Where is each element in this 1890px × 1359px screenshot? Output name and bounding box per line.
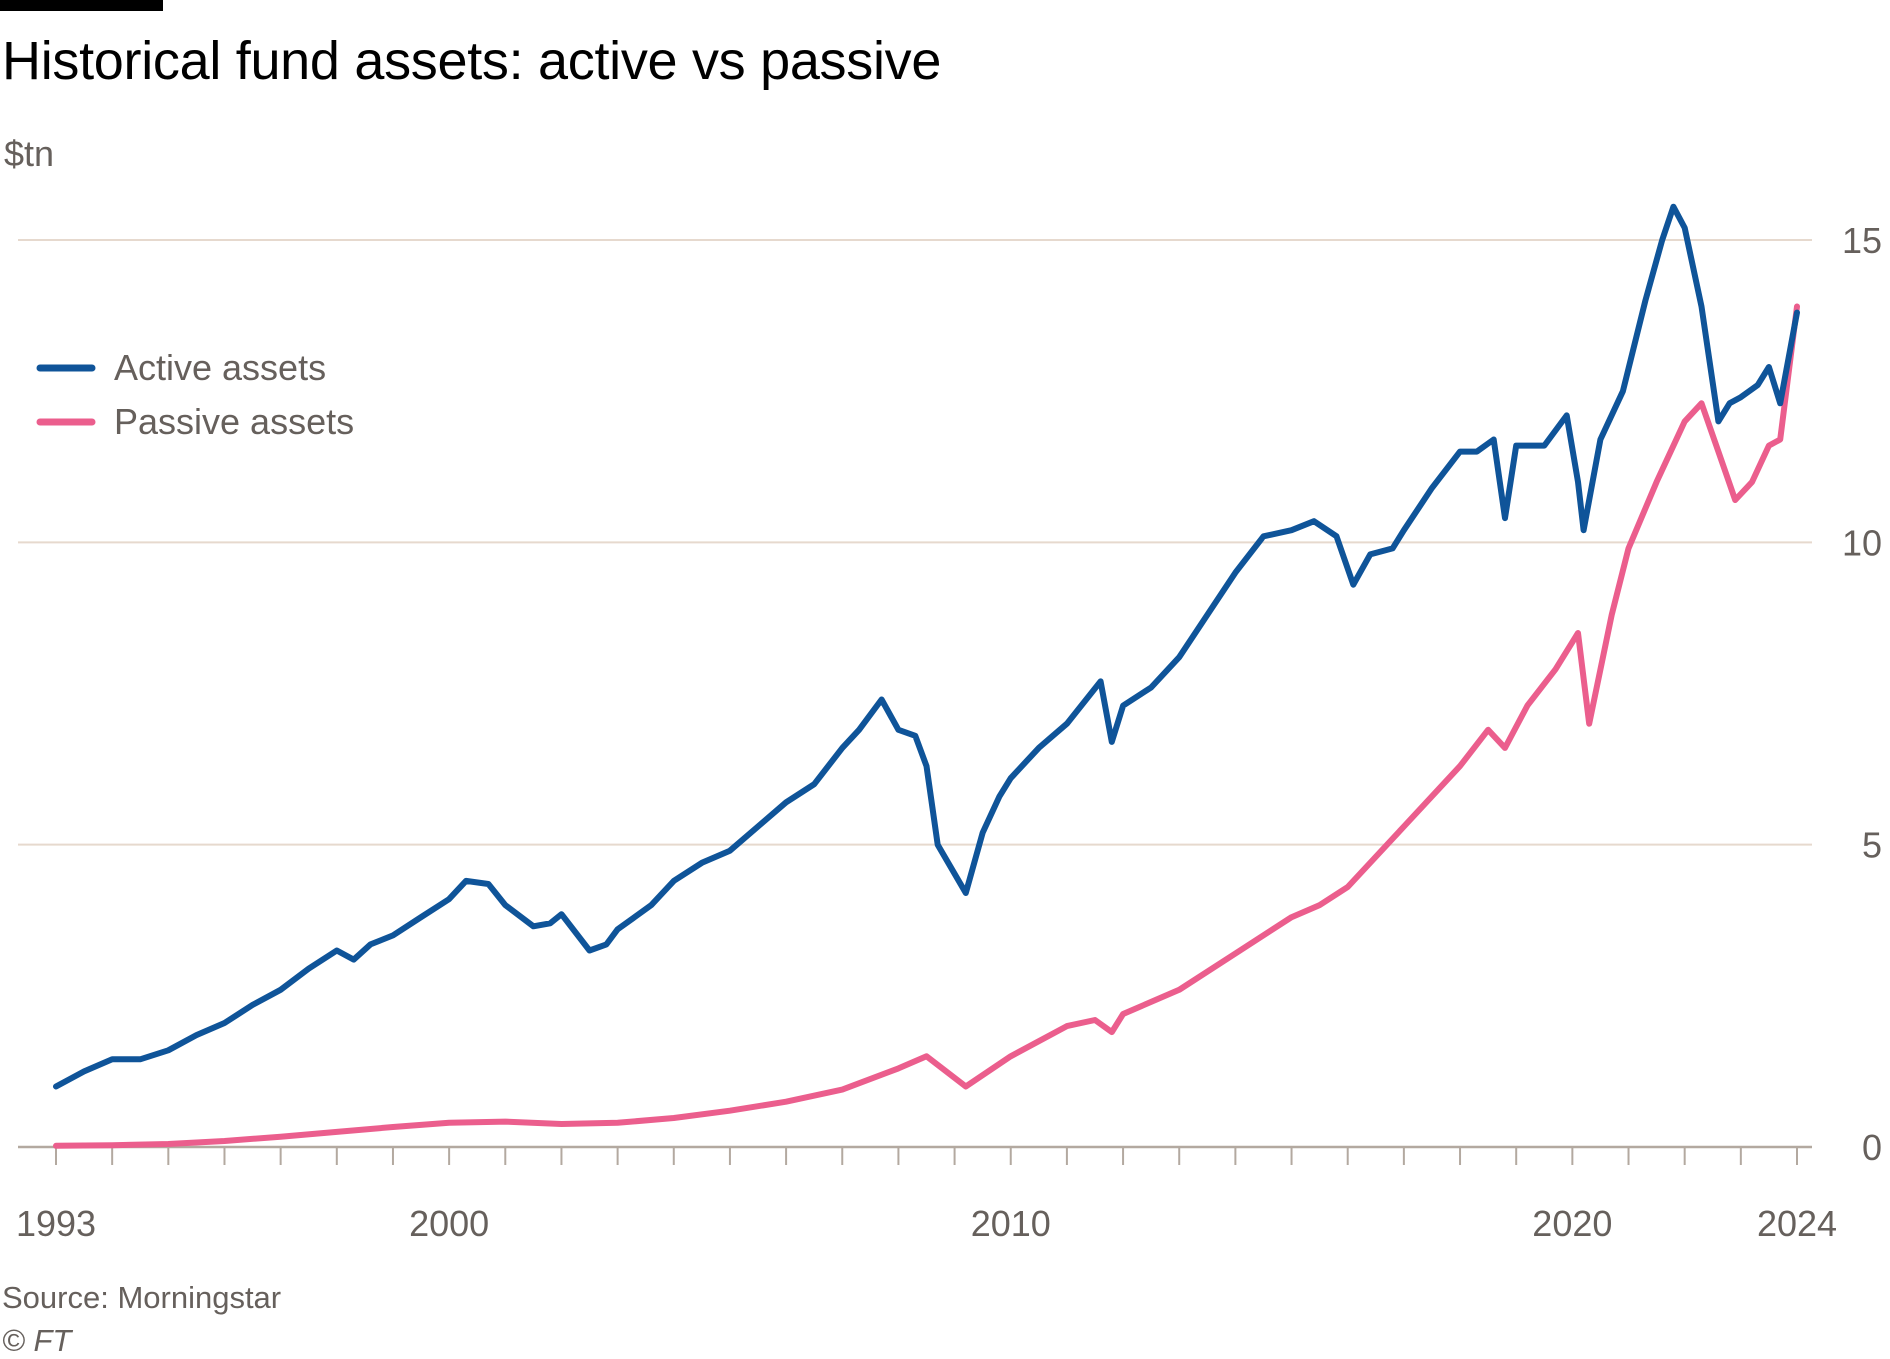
series-line-passive-assets	[53, 303, 1800, 1149]
ft-top-bar	[0, 0, 163, 11]
x-tick-label: 1993	[16, 1203, 96, 1244]
chart-title: Historical fund assets: active vs passiv…	[2, 31, 942, 91]
y-axis-unit-label: $tn	[4, 133, 55, 174]
x-tick-label: 2010	[971, 1203, 1051, 1244]
y-tick-label: 5	[1862, 825, 1882, 866]
y-tick-label: 0	[1862, 1127, 1882, 1168]
series-line-active-assets	[53, 203, 1800, 1090]
y-tick-label: 10	[1842, 522, 1882, 563]
x-tick-label: 2024	[1757, 1203, 1837, 1244]
x-tick-label: 2020	[1532, 1203, 1612, 1244]
legend-label-passive-assets: Passive assets	[114, 401, 354, 442]
x-tick-label: 2000	[409, 1203, 489, 1244]
source-note: Source: Morningstar	[2, 1280, 282, 1315]
copyright-note: © FT	[2, 1323, 72, 1358]
legend-label-active-assets: Active assets	[114, 347, 326, 388]
y-tick-label: 15	[1842, 220, 1882, 261]
